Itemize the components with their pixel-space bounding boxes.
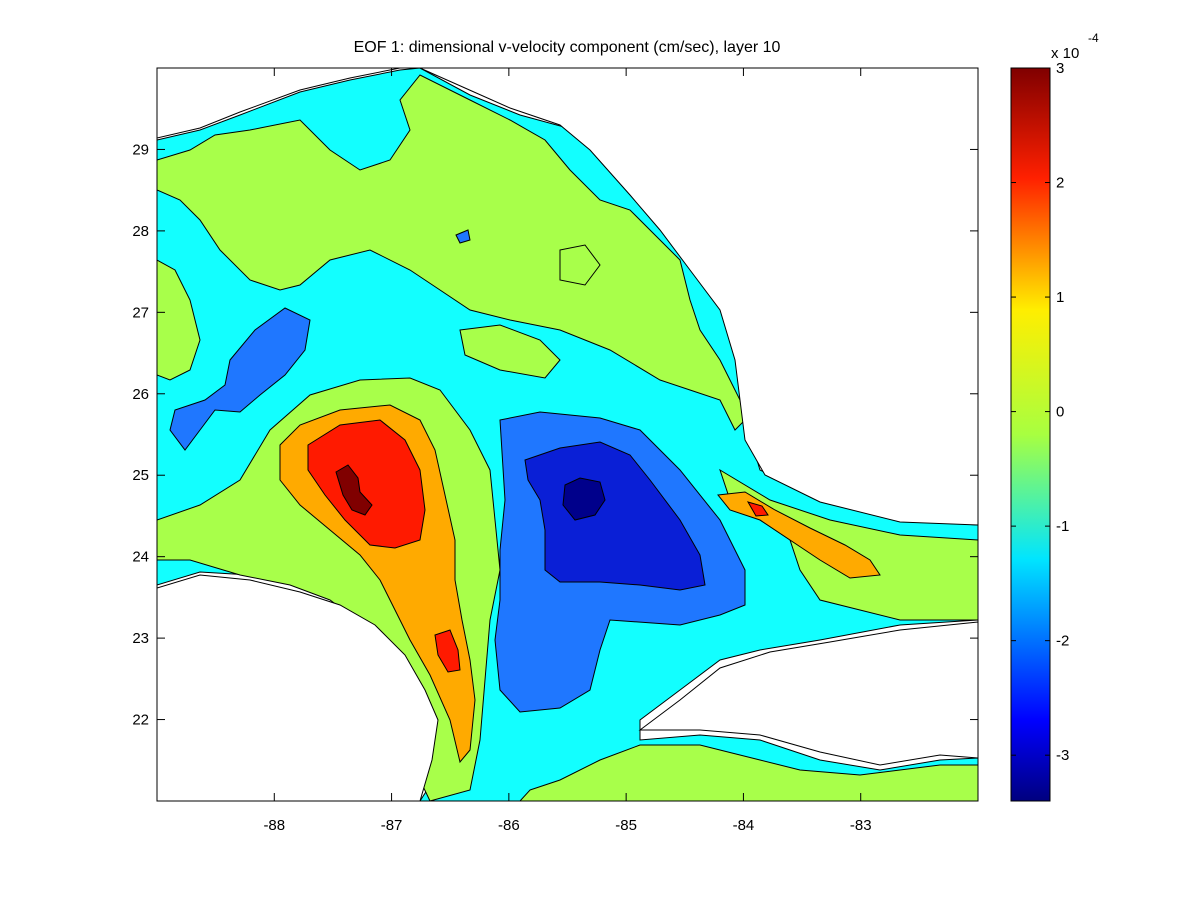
- colorbar-multiplier: x 10: [1051, 45, 1079, 62]
- colorbar-tick-label: 0: [1056, 404, 1064, 421]
- y-tick-label: 27: [132, 304, 149, 321]
- y-tick-label: 25: [132, 467, 149, 484]
- colorbar-tick-label: -1: [1056, 518, 1069, 535]
- contour-level-0-west: [157, 259, 201, 381]
- x-tick-label: -88: [263, 817, 285, 834]
- colorbar-tick-label: -3: [1056, 747, 1069, 764]
- contour-level-minus2-small: [455, 229, 471, 244]
- contour-level-minus3: [524, 441, 706, 591]
- y-tick-label: 26: [132, 386, 149, 403]
- x-tick-label: -83: [850, 817, 872, 834]
- x-tick-label: -86: [498, 817, 520, 834]
- contour-level-0-blob-ne: [559, 244, 601, 286]
- contour-level-minus3-core: [562, 477, 606, 521]
- colorbar-exponent: -4: [1088, 31, 1099, 45]
- contour-level-0-north: [157, 74, 746, 431]
- colorbar-ticks: 3 2 1 0 -1 -2 -3: [1011, 60, 1069, 764]
- colorbar-tick-label: 2: [1056, 175, 1064, 192]
- land-yucatan: [157, 574, 439, 801]
- contour-level-minus2-nw: [169, 307, 311, 451]
- chart-title: EOF 1: dimensional v-velocity component …: [354, 39, 781, 56]
- land-florida: [419, 68, 978, 526]
- contour-level-0-blob-center: [459, 324, 561, 379]
- land-cuba: [638, 621, 978, 766]
- contour-level-2-east: [746, 501, 769, 517]
- x-tick-label: -87: [381, 817, 403, 834]
- contour-level-0-south: [519, 744, 978, 801]
- y-tick-label: 22: [132, 712, 149, 729]
- colorbar: 3 2 1 0 -1 -2 -3 x 10 -4: [1010, 31, 1099, 802]
- y-tick-label: 23: [132, 630, 149, 647]
- contour-field: [157, 68, 978, 801]
- contour-level-3-core: [335, 464, 373, 516]
- colorbar-tick-label: 3: [1056, 60, 1064, 77]
- colorbar-tick-label: 1: [1056, 289, 1064, 306]
- y-tick-label: 24: [132, 549, 149, 566]
- colorbar-gradient: [1010, 67, 1051, 802]
- colorbar-tick-label: -2: [1056, 633, 1069, 650]
- y-tick-label: 29: [132, 141, 149, 158]
- y-tick-label: 28: [132, 223, 149, 240]
- plot-area-frame: [156, 67, 979, 802]
- x-tick-label: -84: [733, 817, 755, 834]
- y-axis-ticks: 22 23 24 25 26 27 28 29: [132, 141, 978, 729]
- x-tick-label: -85: [615, 817, 637, 834]
- contour-level-2-tongue: [434, 629, 461, 673]
- contour-level-2-main: [307, 419, 426, 549]
- x-axis-ticks: -88 -87 -86 -85 -84 -83: [263, 68, 872, 834]
